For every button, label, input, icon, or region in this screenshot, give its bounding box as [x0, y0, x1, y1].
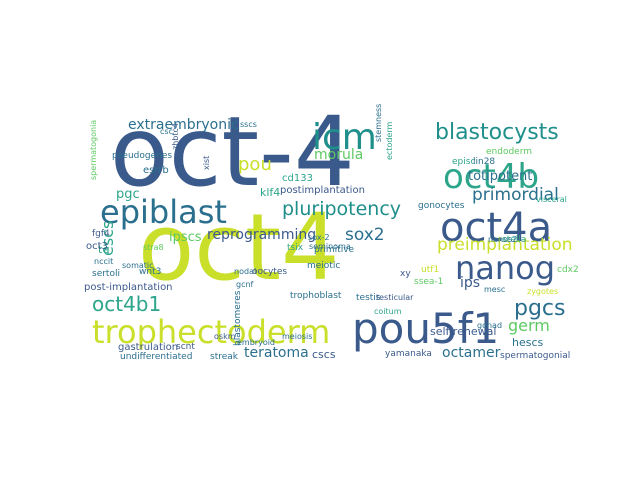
word-zygotes: zygotes — [527, 287, 559, 296]
word-germ: germ — [508, 316, 550, 335]
word-octamer: octamer — [442, 345, 501, 361]
word-gastrulation: gastrulation — [118, 342, 179, 353]
word-scnt: scnt — [176, 342, 195, 352]
word-ectoderm: ectoderm — [385, 121, 394, 160]
word-oct-4: oct-4 — [110, 96, 355, 208]
word-undifferentiated: undifferentiated — [120, 352, 193, 362]
word-pgcs: pgcs — [514, 296, 566, 321]
word-oct4: oct4 — [138, 194, 340, 301]
word-klf4: klf4 — [260, 186, 281, 199]
word-coitum: coitum — [374, 307, 402, 316]
word-spermatogonial: spermatogonial — [500, 351, 571, 361]
word-ipscs: ipscs — [169, 230, 202, 245]
word-testis: testis — [356, 293, 381, 303]
word-lin28: lin28 — [473, 157, 496, 167]
word-stemness: stemness — [374, 103, 383, 142]
word-somatic: somatic — [122, 261, 154, 270]
word-ips: ips — [460, 275, 481, 291]
word-pou5f1: pou5f1 — [352, 304, 500, 353]
word-fgf4: fgf4 — [92, 229, 110, 239]
word-endoderm: endoderm — [486, 147, 533, 157]
word-sox2: sox2 — [345, 225, 385, 245]
word-utf1: utf1 — [421, 265, 440, 275]
word-zhbtc4: zhbtc4 — [171, 123, 180, 150]
word-gonad: gonad — [477, 321, 503, 330]
word-oct4b: oct4b — [443, 157, 540, 197]
word-spermatogonia: spermatogonia — [89, 119, 98, 180]
word-embryoid: embryoid — [237, 338, 276, 347]
word-xy: xy — [400, 269, 411, 279]
word-meiosis: meiosis — [282, 332, 313, 341]
word-blastocysts: blastocysts — [435, 120, 559, 145]
word-oct3: oct3 — [86, 241, 108, 252]
word-teratoma: teratoma — [244, 345, 309, 361]
word-cd133: cd133 — [282, 173, 313, 184]
word-totipotent: totipotent — [468, 169, 533, 184]
word-oskm: oskm — [214, 332, 236, 341]
word-nanos2: nanos2 — [488, 235, 518, 244]
word-oct4a: oct4a — [440, 205, 553, 251]
word-postimplantation: postimplantation — [280, 185, 365, 196]
word-wnt3: wnt3 — [139, 267, 162, 277]
word-episc: episc — [452, 157, 476, 167]
word-epiblast: epiblast — [100, 193, 227, 231]
word-esrrb: esrrb — [143, 165, 169, 176]
word-stella: stella — [502, 235, 527, 245]
word-nccit: nccit — [94, 257, 114, 266]
word-cscs: cscs — [312, 348, 336, 361]
word-primitive: primitive — [314, 245, 355, 255]
word-cdx2: cdx2 — [557, 265, 579, 275]
word-pseudogenes: pseudogenes — [112, 151, 173, 161]
word-self-renewal: self-renewal — [430, 325, 497, 338]
word-tsix: tsix — [287, 243, 304, 253]
word-yamanaka: yamanaka — [385, 349, 432, 359]
word-preimplantation: preimplantation — [437, 235, 573, 255]
word-te: te — [98, 243, 110, 256]
word-oocytes: oocytes — [252, 267, 288, 277]
word-seminoma: seminoma — [309, 242, 351, 251]
word-sscs: sscs — [240, 120, 257, 129]
word-icm: icm — [312, 117, 377, 158]
word-hescs: hescs — [512, 336, 544, 349]
word-gcnf: gcnf — [236, 280, 254, 289]
word-extraembryonic: extraembryonic — [128, 117, 239, 133]
word-trophectoderm: trophectoderm — [92, 313, 331, 351]
word-primordial: primordial — [472, 185, 559, 205]
word-pou: pou — [238, 154, 272, 175]
word-testicular: testicular — [376, 293, 414, 302]
word-gonocytes: gonocytes — [418, 201, 465, 211]
word-post-implantation: post-implantation — [84, 282, 173, 293]
word-xist: xist — [202, 155, 211, 170]
word-morula: morula — [314, 147, 364, 163]
word-stra8: stra8 — [143, 243, 164, 252]
word-sox-2: sox-2 — [308, 233, 330, 242]
word-mesc: mesc — [484, 285, 506, 294]
word-reprogramming: reprogramming — [207, 227, 317, 243]
word-nanog: nanog — [455, 249, 556, 287]
word-sertoli: sertoli — [92, 269, 120, 279]
word-visceral: visceral — [536, 195, 567, 204]
word-ssea-1: ssea-1 — [414, 277, 444, 287]
word-csc: csc — [160, 127, 173, 136]
word-meiotic: meiotic — [307, 261, 341, 271]
word-nodal: nodal — [234, 267, 257, 276]
word-pgc: pgc — [116, 187, 140, 202]
word-streak: streak — [210, 352, 238, 362]
word-oct4b1: oct4b1 — [92, 292, 162, 316]
word-pluripotency: pluripotency — [282, 198, 402, 220]
word-trophoblast: trophoblast — [290, 291, 342, 301]
